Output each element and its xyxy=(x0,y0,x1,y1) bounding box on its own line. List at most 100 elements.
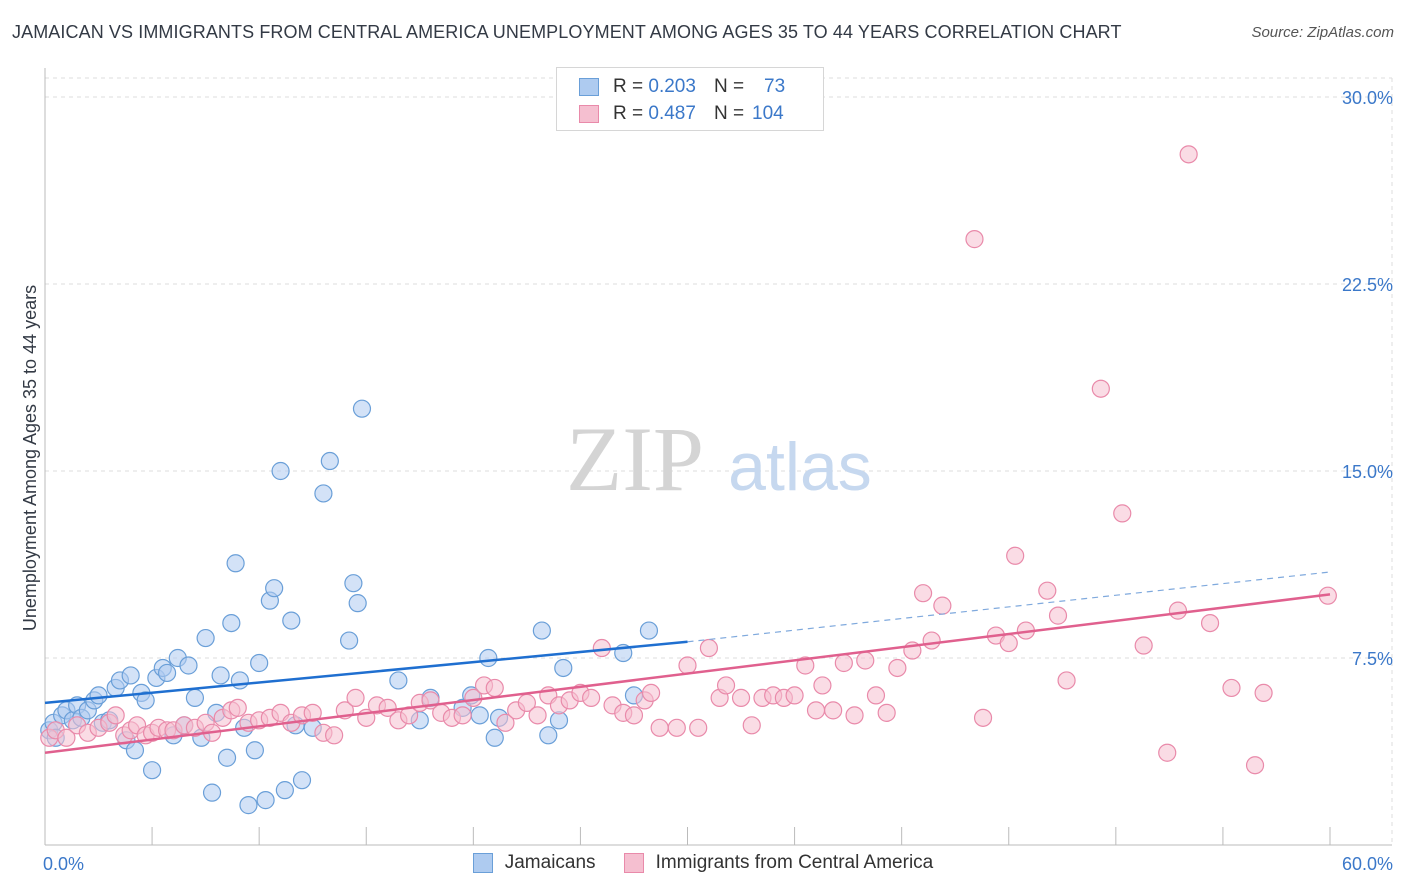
data-point-central-america xyxy=(1091,379,1110,398)
zipatlas-watermark: ZIP atlas xyxy=(566,408,872,510)
trend-line-jamaicans-extension xyxy=(687,571,1331,643)
data-point-jamaicans xyxy=(292,771,312,790)
legend-item-central-america: Immigrants from Central America xyxy=(623,852,933,874)
data-point-central-america xyxy=(1168,601,1188,620)
legend-r-label: R = xyxy=(613,103,644,124)
data-point-central-america xyxy=(57,728,76,747)
data-point-central-america xyxy=(1048,606,1068,625)
series-jamaicans xyxy=(40,399,659,815)
x-tick-label: 60.0% xyxy=(1342,854,1393,874)
legend-n-label: N = xyxy=(713,76,745,97)
data-point-central-america xyxy=(106,706,125,725)
data-point-central-america xyxy=(1134,636,1153,655)
chart-title: JAMAICAN VS IMMIGRANTS FROM CENTRAL AMER… xyxy=(12,22,1122,42)
data-point-central-america xyxy=(678,656,697,675)
data-point-jamaicans xyxy=(532,621,551,640)
data-point-central-america xyxy=(303,703,322,722)
data-point-central-america xyxy=(824,701,843,720)
legend-label-jamaicans: Jamaicans xyxy=(504,852,596,873)
data-point-jamaicans xyxy=(245,741,264,760)
data-point-jamaicans xyxy=(211,666,230,685)
data-point-jamaicans xyxy=(539,726,558,745)
data-point-central-america xyxy=(1254,683,1273,703)
legend-n-value: 73 xyxy=(764,76,786,97)
data-point-jamaicans xyxy=(196,628,215,648)
data-point-central-america xyxy=(716,676,736,695)
data-point-jamaicans xyxy=(230,671,249,690)
data-point-jamaicans xyxy=(479,648,498,668)
data-point-central-america xyxy=(325,726,344,745)
data-point-jamaicans xyxy=(89,686,108,705)
data-point-central-america xyxy=(641,683,661,703)
data-point-jamaicans xyxy=(340,631,359,650)
data-point-jamaicans xyxy=(217,748,237,767)
data-point-central-america xyxy=(1222,678,1241,698)
data-point-central-america xyxy=(813,676,832,695)
data-point-central-america xyxy=(667,718,686,737)
data-point-central-america xyxy=(1113,504,1132,523)
watermark-atlas: atlas xyxy=(728,429,872,505)
data-point-central-america xyxy=(592,638,611,658)
data-point-central-america xyxy=(1038,581,1057,600)
series-legend: Jamaicans Immigrants from Central Americ… xyxy=(0,852,1406,874)
data-point-central-america xyxy=(866,686,886,705)
data-point-central-america xyxy=(228,698,247,717)
data-point-central-america xyxy=(965,230,984,249)
data-point-central-america xyxy=(731,688,751,707)
data-point-jamaicans xyxy=(389,671,408,690)
legend-r-label: R = xyxy=(613,76,644,97)
data-point-jamaicans xyxy=(348,594,367,613)
data-point-central-america xyxy=(528,706,547,725)
data-point-jamaicans xyxy=(639,621,659,640)
data-point-central-america xyxy=(933,596,952,615)
data-point-central-america xyxy=(785,686,804,705)
axes xyxy=(44,68,1392,846)
data-point-jamaicans xyxy=(485,728,504,747)
correlation-legend: R = 0.203 N = 73 R = 0.487 N = 104 xyxy=(556,67,824,131)
data-point-jamaicans xyxy=(121,666,140,685)
axis-ticks: 7.5% 15.0% 22.5% 30.0% 0.0% 60.0% xyxy=(43,88,1393,874)
legend-swatch-blue xyxy=(579,78,599,96)
data-point-central-america xyxy=(877,703,896,722)
y-tick-label: 15.0% xyxy=(1342,462,1393,482)
legend-r-value: 0.487 xyxy=(648,103,696,124)
legend-swatch-blue xyxy=(472,853,493,873)
data-point-central-america xyxy=(913,584,933,603)
data-point-jamaicans xyxy=(282,611,301,630)
legend-item-jamaicans: Jamaicans xyxy=(472,852,596,874)
data-point-central-america xyxy=(624,706,644,725)
legend-swatch-pink xyxy=(623,853,644,873)
data-point-central-america xyxy=(1179,145,1198,164)
data-point-jamaicans xyxy=(239,796,258,815)
data-point-central-america xyxy=(1200,613,1220,633)
data-point-central-america xyxy=(999,633,1018,653)
data-point-central-america xyxy=(834,653,853,673)
data-point-central-america xyxy=(888,658,907,678)
data-point-jamaicans xyxy=(320,451,339,471)
trend-line-jamaicans xyxy=(44,640,688,705)
data-point-central-america xyxy=(742,716,761,735)
series-central-america xyxy=(40,145,1337,775)
data-point-jamaicans xyxy=(314,484,333,503)
watermark-zip: ZIP xyxy=(566,408,704,510)
data-point-jamaicans xyxy=(179,656,198,675)
data-point-central-america xyxy=(496,713,515,732)
legend-n-label: N = xyxy=(713,103,745,124)
legend-r-value: 0.203 xyxy=(648,76,696,97)
data-point-jamaicans xyxy=(344,574,363,593)
y-tick-label: 7.5% xyxy=(1352,649,1393,669)
y-tick-label: 22.5% xyxy=(1342,275,1393,295)
data-point-jamaicans xyxy=(554,658,573,678)
data-point-central-america xyxy=(856,651,875,670)
source-label: Source: ZipAtlas.com xyxy=(1251,24,1394,41)
data-point-central-america xyxy=(845,706,864,725)
data-point-central-america xyxy=(485,678,504,698)
data-point-jamaicans xyxy=(250,653,269,673)
data-point-jamaicans xyxy=(136,691,155,710)
data-point-jamaicans xyxy=(352,399,372,418)
y-tick-label: 30.0% xyxy=(1342,88,1393,108)
legend-swatch-pink xyxy=(579,105,599,123)
data-point-central-america xyxy=(1245,756,1265,775)
data-point-central-america xyxy=(699,638,719,658)
